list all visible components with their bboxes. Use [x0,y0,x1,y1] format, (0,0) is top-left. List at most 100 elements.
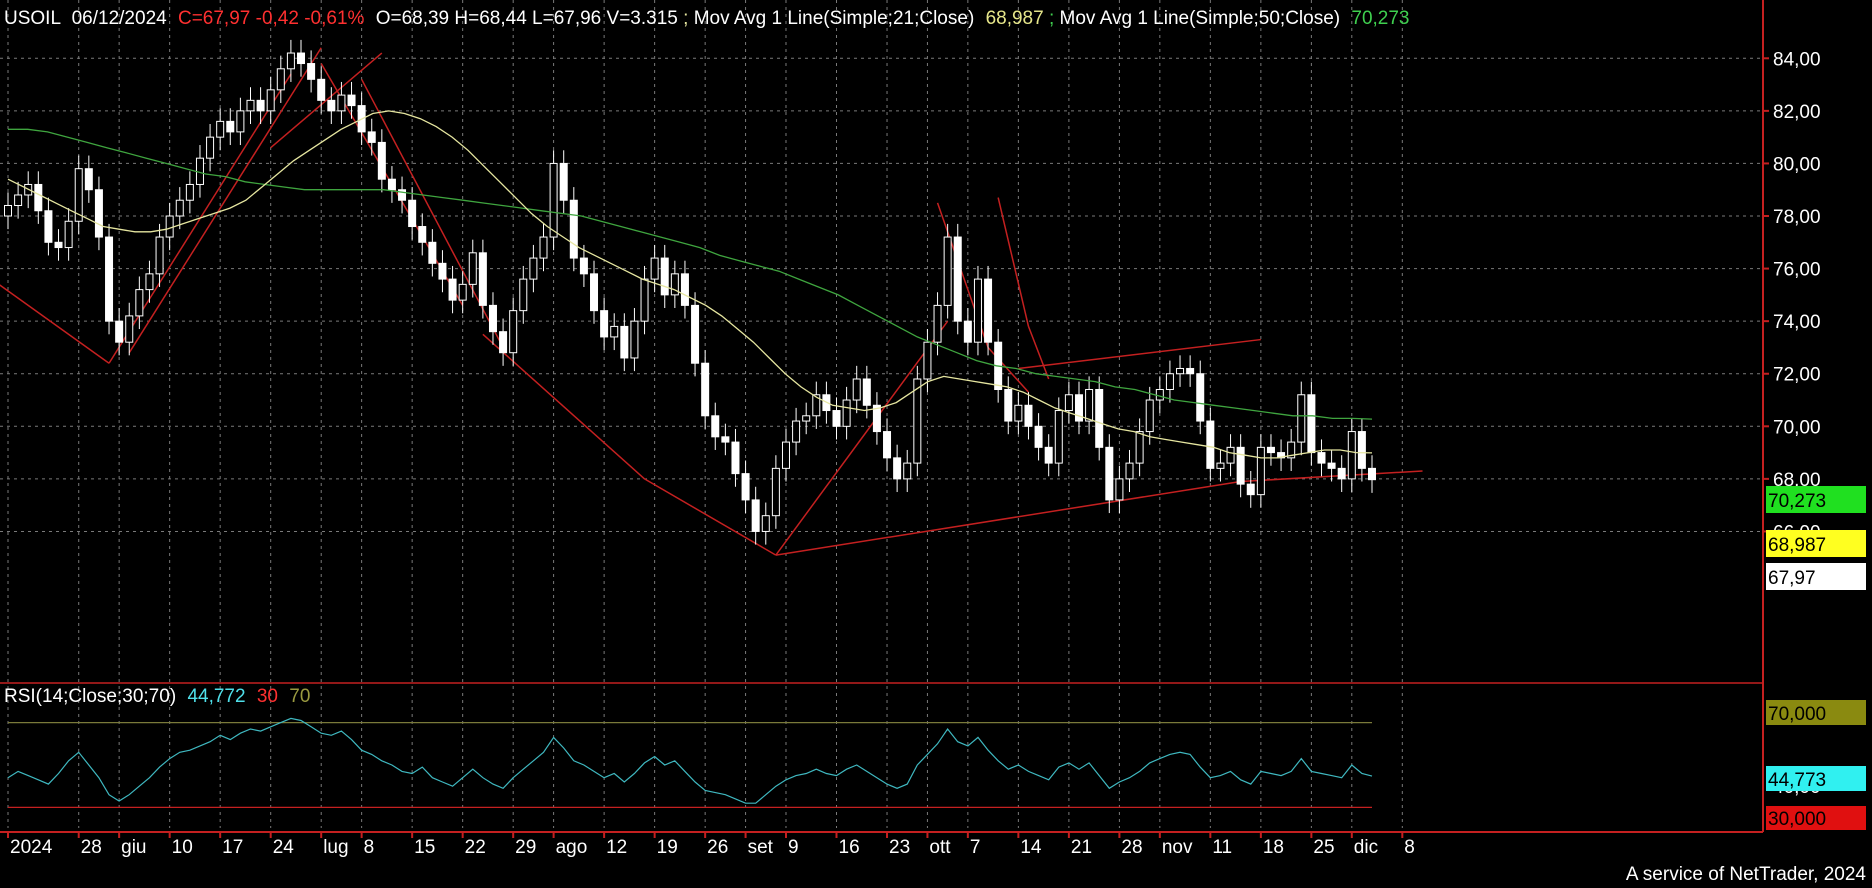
header-ohlcv: O=68,39 H=68,44 L=67,96 V=3.315 [376,8,678,29]
candle-body [297,52,306,65]
candle-body [913,378,922,464]
header-ma50-value: 70,273 [1351,8,1409,29]
candle-body [1115,478,1124,501]
candle-body [1085,389,1094,422]
candle-body [387,178,396,191]
candle-body [216,120,225,138]
candle-body [125,315,134,343]
candle-body [94,189,103,238]
rsi-line [7,717,1373,804]
trendline [1027,326,1050,380]
header-change: C=67,97 -0,42 -0,61% [178,8,365,29]
candle-body [1044,446,1053,464]
badge-rsi-high: 70,000 [1768,704,1826,725]
candle-body [781,441,790,469]
candle-body [1307,394,1316,454]
price-tick-label: 72,00 [1773,365,1821,386]
candle-body [943,236,952,306]
candle-body [579,257,588,275]
candle-body [317,78,326,101]
candle-body [691,304,700,364]
time-tick-label: 2024 [10,837,53,858]
candle-body [398,189,407,201]
candle-body [761,515,770,532]
candle-body [34,183,43,212]
badge-rsi-value: 44,773 [1768,770,1826,791]
candle-body [1287,441,1296,459]
time-tick-label: 12 [606,837,627,858]
candle-body [1357,431,1366,469]
price-tick-label: 84,00 [1773,49,1821,70]
candle-body [377,141,386,180]
candle-body [1327,462,1336,469]
time-tick-label: 17 [222,837,243,858]
candle-body [650,257,659,280]
candle-body [418,226,427,243]
header-date: 06/12/2024 [72,8,168,29]
trendline [0,284,110,364]
time-tick-label: 11 [1212,837,1232,858]
candle-body [155,236,164,275]
candle-body [539,236,548,259]
candle-body [1165,373,1174,391]
time-tick-label: 15 [414,837,435,858]
candle-body [1266,446,1275,454]
badge-last: 67,97 [1768,568,1816,589]
candle-body [792,420,801,443]
candle-body [812,394,821,417]
candle-body [206,136,215,159]
candle-body [883,431,892,459]
candle-body [903,462,912,480]
candle-body [367,131,376,143]
time-tick-label: 16 [839,837,860,858]
trendline [997,197,1030,327]
badge-last-bg [1766,563,1866,590]
candle-body [1105,446,1114,501]
candle-body [559,162,568,201]
price-tick-label: 82,00 [1773,102,1821,123]
candle-body [590,273,599,312]
candle-body [105,236,114,322]
candle-body [1135,431,1144,464]
badge-ma21-bg [1766,530,1866,557]
time-tick-label: 25 [1313,837,1334,858]
candle-body [923,341,932,380]
badge-rsi-low-bg [1766,806,1866,830]
time-tick-label: 14 [1020,837,1042,858]
time-tick-label: 22 [465,837,486,858]
candle-body [802,415,811,422]
candle-body [428,241,437,264]
badge-ma50-bg [1766,486,1866,513]
time-tick-label: ott [929,837,951,858]
candle-body [1004,389,1013,422]
candle-body [731,441,740,475]
candle-body [1206,420,1215,469]
candle-body [1024,404,1033,427]
trendline [128,47,322,354]
time-tick-label: 21 [1071,837,1092,858]
moving-averages [7,110,1373,459]
candle-body [1095,389,1104,448]
candle-body [549,162,558,238]
time-tick-label: set [748,837,774,858]
candle-body [175,199,184,217]
time-tick-label: lug [323,837,348,858]
badge-rsi-value-bg [1766,766,1866,791]
time-tick-label: 24 [273,837,295,858]
candle-body [337,94,346,112]
price-tick-label: 76,00 [1773,260,1821,281]
chart-header: USOIL 06/12/2024 C=67,97 -0,42 -0,61% O=… [4,8,1410,29]
header-symbol: USOIL [4,8,60,29]
trendline [270,52,383,149]
candle-body [1034,425,1043,448]
ma50-line [8,128,1373,420]
candle-body [1317,452,1326,464]
candle-body [478,252,487,306]
candle-body [327,99,336,112]
candle-body [600,310,609,338]
candle-body [1074,394,1083,422]
value-badges: 70,273 68,987 67,97 70,000 44,773 30,000 [1766,486,1866,830]
time-tick-label: 28 [1121,837,1142,858]
time-tick-label: 26 [707,837,728,858]
